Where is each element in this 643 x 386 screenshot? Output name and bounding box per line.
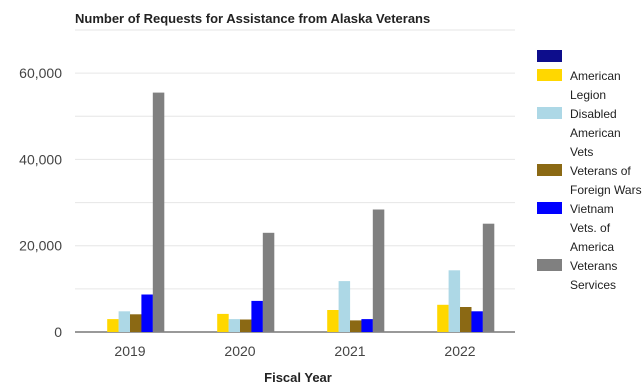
- legend-label: Legion: [570, 88, 606, 102]
- bar: [118, 311, 131, 332]
- bar: [152, 92, 165, 332]
- bar: [350, 320, 362, 332]
- chart-title: Number of Requests for Assistance from A…: [75, 11, 430, 26]
- legend-label: Services: [570, 278, 616, 292]
- legend-label: Vietnam: [570, 202, 614, 216]
- y-tick-label: 60,000: [19, 65, 62, 81]
- bar: [448, 270, 461, 332]
- legend-label: America: [570, 240, 614, 254]
- y-axis-ticks: 0 20,000 40,000 60,000: [19, 65, 62, 340]
- bar: [107, 319, 119, 332]
- legend-swatch: [537, 164, 562, 176]
- bar: [460, 307, 472, 332]
- legend-label: Veterans: [570, 259, 617, 273]
- bars-layer: [107, 92, 495, 332]
- legend-label: Vets. of: [570, 221, 611, 235]
- bar: [251, 300, 263, 332]
- legend-label: American: [570, 126, 621, 140]
- bar: [471, 311, 483, 332]
- y-tick-label: 40,000: [19, 151, 62, 167]
- x-tick-label: 2019: [114, 343, 145, 359]
- legend-swatch: [537, 107, 562, 119]
- legend-label: Veterans of: [570, 164, 631, 178]
- bar: [338, 281, 351, 332]
- legend-label: American: [570, 69, 621, 83]
- bar: [217, 313, 229, 332]
- x-tick-label: 2021: [334, 343, 365, 359]
- bar: [482, 223, 495, 332]
- bar: [130, 314, 142, 332]
- bar: [327, 310, 339, 332]
- x-axis-label: Fiscal Year: [264, 370, 332, 385]
- legend-label: Disabled: [570, 107, 617, 121]
- y-tick-label: 0: [54, 324, 62, 340]
- bar: [372, 209, 385, 332]
- grid-layer: [75, 29, 515, 333]
- x-axis-ticks: 2019 2020 2021 2022: [114, 343, 475, 359]
- bar: [262, 232, 275, 332]
- x-tick-label: 2020: [224, 343, 255, 359]
- bar: [437, 304, 449, 332]
- legend-label: Vets: [570, 145, 593, 159]
- legend-label: Foreign Wars: [570, 183, 642, 197]
- legend-swatch: [537, 69, 562, 81]
- legend-swatch: [537, 259, 562, 271]
- bar: [228, 319, 241, 332]
- bar: [240, 319, 252, 332]
- legend-swatch: [537, 50, 562, 62]
- bar: [361, 319, 373, 332]
- bar: [141, 294, 153, 332]
- legend-swatch: [537, 202, 562, 214]
- y-tick-label: 20,000: [19, 238, 62, 254]
- x-tick-label: 2022: [444, 343, 475, 359]
- legend[interactable]: American Legion Disabled American Vets Vetera…: [537, 50, 642, 292]
